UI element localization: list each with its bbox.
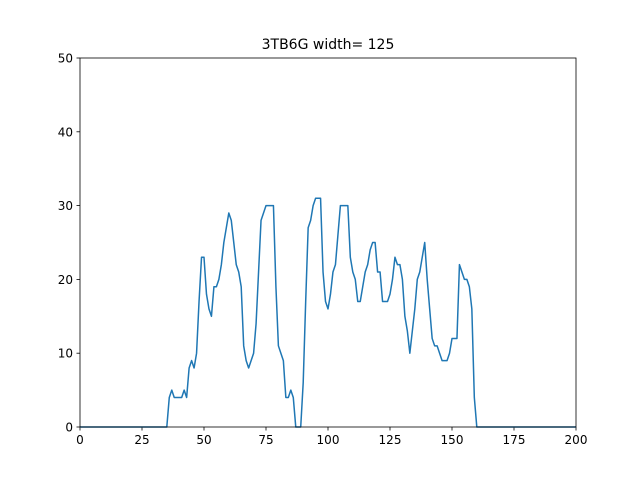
y-tick-label: 50 [58,52,73,66]
x-tick-label: 125 [379,433,402,447]
chart-title: 3TB6G width= 125 [262,37,395,53]
plot-frame [79,57,577,428]
x-tick-label: 25 [134,433,149,447]
x-tick-label: 0 [76,433,84,447]
x-tick-label: 200 [565,433,588,447]
x-tick-label: 100 [317,433,340,447]
y-tick-label: 10 [58,347,73,361]
x-tick-label: 175 [503,433,526,447]
data-line [80,197,576,428]
x-tick-label: 150 [441,433,464,447]
y-tick-label: 0 [65,421,73,435]
y-tick-label: 40 [58,125,73,139]
y-tick-label: 20 [58,273,73,287]
x-tick-label: 50 [196,433,211,447]
y-tick-label: 30 [58,199,73,213]
x-tick-label: 75 [258,433,273,447]
